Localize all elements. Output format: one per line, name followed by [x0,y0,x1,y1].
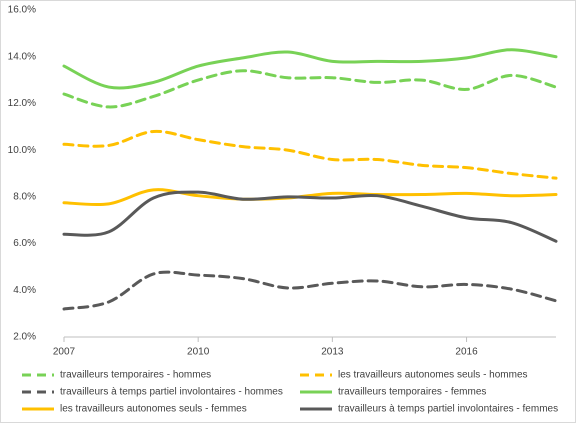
x-tick-label: 2010 [187,347,210,358]
y-tick-label: 8.0% [13,191,36,202]
x-tick-label: 2007 [53,347,76,358]
y-tick-label: 14.0% [8,51,36,62]
y-tick-label: 2.0% [13,332,36,343]
series-line [62,190,558,243]
series-line [62,188,558,207]
legend-label: travailleurs temporaires - femmes [338,387,486,398]
legend-label: les travailleurs autonomes seuls - femme… [60,404,247,415]
y-tick-label: 4.0% [13,285,36,296]
legend-label: travailleurs temporaires - hommes [60,370,211,381]
y-tick-label: 6.0% [13,238,36,249]
y-tick-label: 16.0% [8,5,36,16]
legend-label: les travailleurs autonomes seuls - homme… [338,370,528,381]
series-line [62,48,558,90]
legend-label: travailleurs à temps partiel involontair… [60,387,283,398]
series-line [62,270,558,311]
x-tick-label: 2013 [321,347,344,358]
y-tick-label: 10.0% [8,145,36,156]
series-line [62,129,558,180]
series-line [62,69,558,109]
y-tick-label: 12.0% [8,98,36,109]
legend-label: travailleurs à temps partiel involontair… [338,404,558,415]
x-tick-label: 2016 [455,347,478,358]
